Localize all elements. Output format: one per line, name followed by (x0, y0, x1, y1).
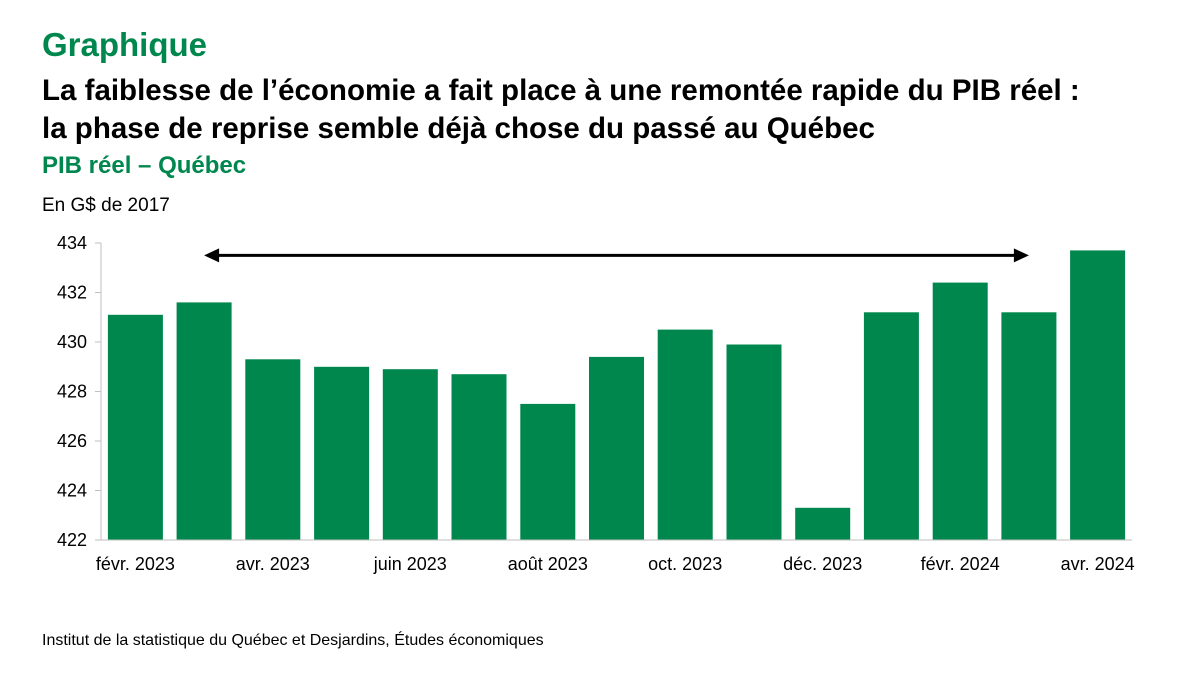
y-tick-label: 424 (57, 481, 87, 501)
y-tick-label: 426 (57, 431, 87, 451)
x-tick-label: avr. 2024 (1061, 554, 1135, 574)
bars (107, 250, 1126, 541)
source-note: Institut de la statistique du Québec et … (42, 632, 544, 649)
y-axis: 422 424 426 428 430 432 434 (57, 233, 102, 550)
x-tick-label: avr. 2023 (236, 554, 310, 574)
bar (657, 329, 713, 540)
bar (520, 403, 576, 540)
bar (863, 312, 919, 540)
x-tick-label: déc. 2023 (783, 554, 862, 574)
bar (1001, 312, 1057, 540)
y-tick-label: 428 (57, 382, 87, 402)
chart-kicker: Graphique (42, 26, 208, 63)
bar (726, 344, 782, 540)
bar (176, 302, 232, 540)
chart-subtitle: PIB réel – Québec (42, 152, 247, 179)
bar (451, 374, 507, 540)
bar (589, 356, 644, 540)
bar (932, 282, 988, 540)
x-tick-label: oct. 2023 (648, 554, 722, 574)
x-tick-label: févr. 2023 (96, 554, 175, 574)
bar (245, 359, 301, 540)
x-axis: févr. 2023 avr. 2023 juin 2023 août 2023 oct… (96, 539, 1135, 574)
bar (107, 314, 163, 540)
chart-title: La faiblesse de l’économie a fait place … (42, 72, 1182, 148)
bar (314, 366, 370, 541)
x-tick-label: févr. 2024 (921, 554, 1000, 574)
bar (795, 507, 851, 540)
arrow-head-right (1013, 248, 1029, 263)
y-tick-label: 434 (57, 233, 87, 253)
y-tick-label: 430 (57, 332, 87, 352)
arrow-head-left (204, 248, 220, 263)
chart-title-line-2: la phase de reprise semble déjà chose du… (42, 112, 875, 145)
x-tick-label: juin 2023 (373, 554, 447, 574)
bar (1070, 250, 1126, 540)
x-tick-label: août 2023 (508, 554, 588, 574)
bar (382, 369, 438, 540)
y-axis-unit-label: En G$ de 2017 (42, 195, 170, 216)
period-annotation (204, 248, 1029, 263)
y-tick-label: 422 (57, 530, 87, 550)
chart-title-line-1: La faiblesse de l’économie a fait place … (42, 74, 1080, 107)
y-tick-label: 432 (57, 283, 87, 303)
